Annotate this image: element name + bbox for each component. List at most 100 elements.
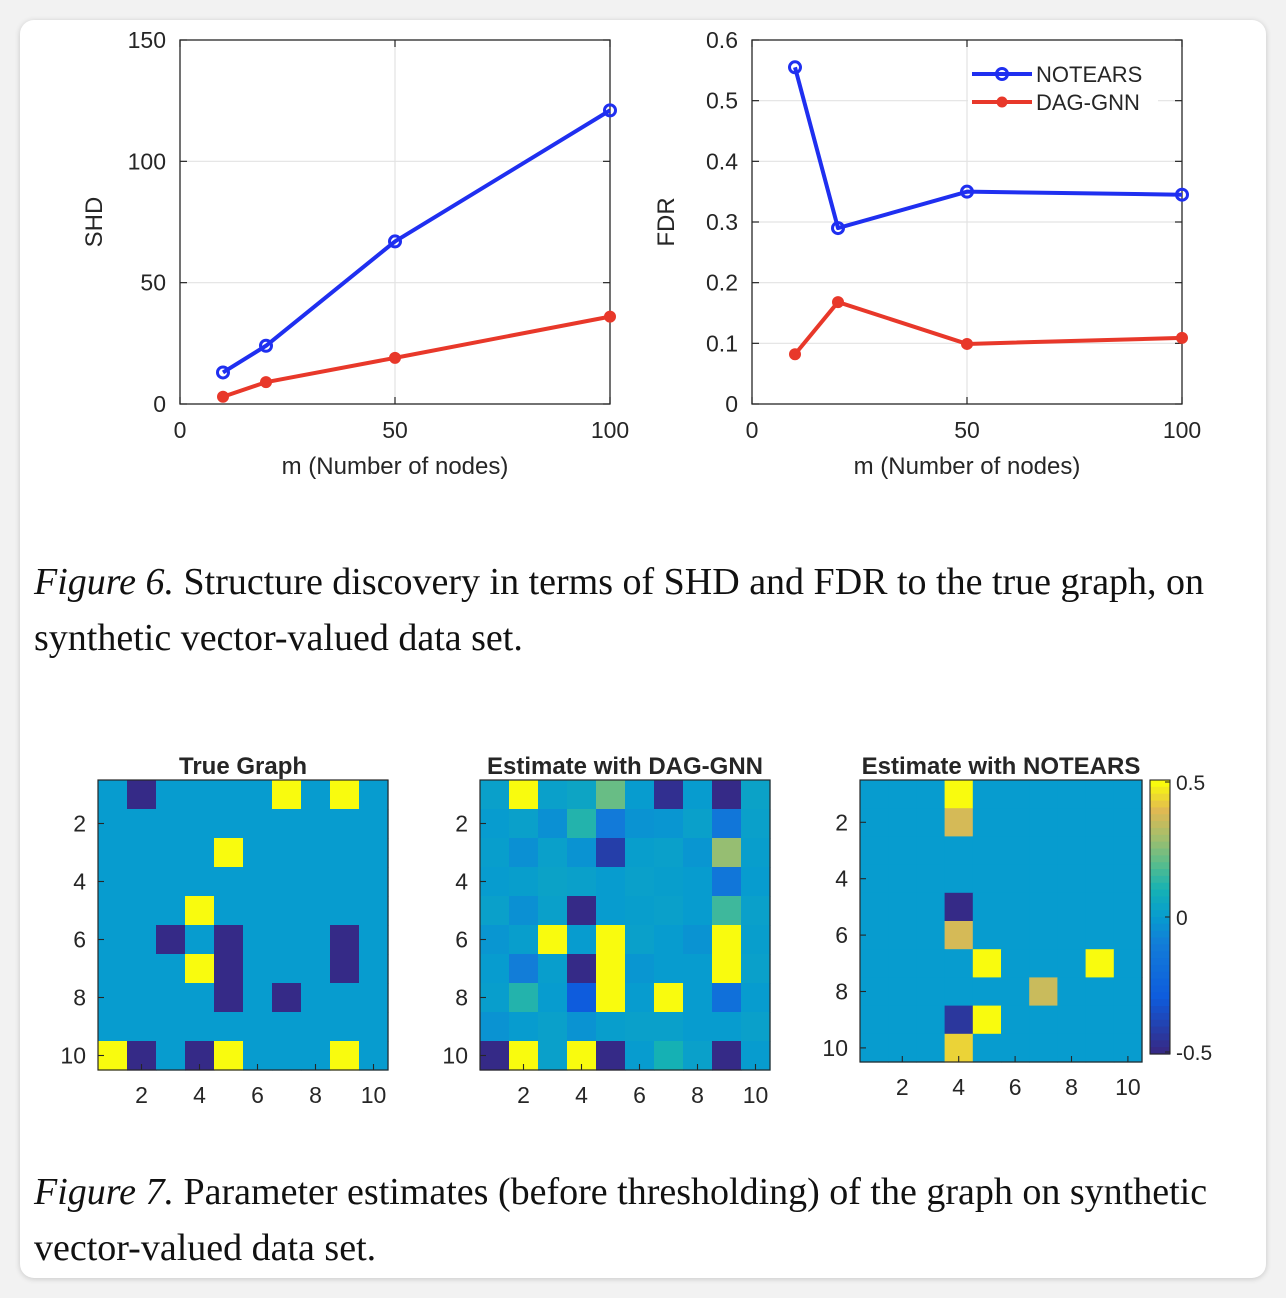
heatmap-cell <box>972 949 1002 978</box>
heatmap-cell <box>916 780 946 809</box>
colorbar-segment <box>1150 827 1170 836</box>
heatmap-cell <box>1029 977 1058 1007</box>
heatmap-cell <box>1029 1005 1058 1035</box>
colorbar-segment <box>1150 917 1170 925</box>
heatmap-cell <box>185 809 215 839</box>
heatmap-cell <box>654 925 684 955</box>
heatmap-cell <box>185 867 215 897</box>
notears-heatmap: 2 4 6 8 10 2 4 6 8 10 Estimate with NOTEARS <box>822 753 1143 1100</box>
heatmap-cell <box>1057 949 1087 978</box>
notears-series-line <box>793 66 1183 231</box>
heatmap-cell <box>944 1005 974 1035</box>
colorbar-segment <box>1150 999 1170 1007</box>
heatmap-cell <box>301 867 331 897</box>
notears-point <box>788 60 802 75</box>
heatmap-cell <box>272 896 302 926</box>
y-tick-label: 0 <box>153 391 166 417</box>
heatmap-cell <box>596 780 626 810</box>
heatmap-cell <box>972 808 1002 837</box>
heatmap-cell <box>1001 808 1030 837</box>
heatmap-cell <box>301 925 331 955</box>
heatmap-cell <box>156 1012 186 1042</box>
heatmap-cell <box>860 780 889 809</box>
heatmap-cell <box>944 949 974 978</box>
heatmap-cell <box>185 983 215 1013</box>
colorbar-segment <box>1150 814 1170 822</box>
y-tick-label: 0.5 <box>706 88 738 114</box>
heatmap-cell <box>1085 780 1115 809</box>
heatmap-cell <box>741 838 771 868</box>
heatmap-cell <box>625 983 655 1013</box>
figure-7-label: Figure 7. <box>34 1171 175 1213</box>
dag-gnn-point <box>832 296 844 309</box>
heatmap-cell <box>916 836 946 866</box>
notears-point <box>960 184 974 199</box>
x-tick-label: 10 <box>743 1082 769 1108</box>
x-tick-label: 4 <box>575 1082 588 1108</box>
x-tick-label: 6 <box>251 1082 264 1108</box>
heatmap-cell <box>156 838 186 868</box>
heatmap-cell <box>916 892 946 922</box>
heatmap-cell <box>243 896 273 926</box>
heatmap-cell <box>127 954 157 984</box>
heatmap-cell <box>214 867 244 897</box>
heatmap-cell <box>330 925 360 955</box>
colorbar-segment <box>1150 944 1170 952</box>
heatmap-cell <box>538 780 568 810</box>
heatmap-cell <box>243 954 273 984</box>
heatmap-cell <box>1085 864 1115 894</box>
heatmap-cell <box>301 838 331 868</box>
heatmap-cell <box>683 896 713 926</box>
colorbar-segment <box>1150 834 1170 843</box>
heatmap-cell <box>480 954 510 984</box>
colorbar-segment <box>1150 964 1170 973</box>
heatmap-cell <box>712 896 742 926</box>
x-tick-label: 2 <box>517 1082 530 1108</box>
heatmap-cell <box>944 892 974 922</box>
heatmap-cell <box>888 921 917 950</box>
colorbar-segment <box>1150 855 1170 863</box>
x-tick-label: 8 <box>1065 1074 1078 1100</box>
heatmap-cell <box>741 1012 771 1042</box>
heatmap-cell <box>214 809 244 839</box>
y-tick-label: 0.3 <box>706 209 738 235</box>
dag-gnn-legend-label: DAG-GNN <box>1036 90 1140 115</box>
figure-6-label: Figure 6. <box>34 561 175 603</box>
heatmap-cell <box>185 780 215 810</box>
colorbar-segment <box>1150 882 1170 891</box>
heatmap-cell <box>272 838 302 868</box>
heatmap-cell <box>888 864 917 894</box>
heatmap-cell <box>98 954 128 984</box>
colorbar-segment <box>1150 1019 1170 1028</box>
heatmap-cell <box>156 896 186 926</box>
heatmap-cell <box>860 949 889 978</box>
colorbar-segment <box>1150 971 1170 980</box>
colorbar-segment <box>1150 862 1170 870</box>
x-tick-label: 100 <box>591 417 629 443</box>
heatmap-cell <box>243 983 273 1013</box>
heatmap-cell <box>330 1041 360 1071</box>
y-tick-label: 0.6 <box>706 27 738 53</box>
heatmap-cell <box>509 867 539 897</box>
heatmap-cell <box>359 954 389 984</box>
colorbar-segment <box>1150 951 1170 959</box>
heatmap-cell <box>185 838 215 868</box>
dag-gnn-point <box>217 390 229 403</box>
x-tick-label: 2 <box>896 1074 909 1100</box>
x-tick-label: 4 <box>952 1074 965 1100</box>
y-tick-label: 4 <box>455 869 468 895</box>
y-tick-label: 8 <box>455 985 468 1011</box>
heatmap-cell <box>1001 836 1030 866</box>
heatmap-cell <box>538 838 568 868</box>
colorbar-segment <box>1150 985 1170 993</box>
heatmap-cell <box>1029 1033 1058 1063</box>
heatmap-cell <box>683 1012 713 1042</box>
notears-legend-marker <box>995 67 1009 81</box>
heatmap-cell <box>888 892 917 922</box>
colorbar-segment <box>1150 937 1170 945</box>
heatmap-cell <box>683 925 713 955</box>
heatmap-cell <box>654 809 684 839</box>
heatmap-cell <box>916 921 946 950</box>
x-tick-label: 10 <box>1115 1074 1141 1100</box>
figure-7-caption: Figure 7. Parameter estimates (before th… <box>34 1164 1264 1276</box>
